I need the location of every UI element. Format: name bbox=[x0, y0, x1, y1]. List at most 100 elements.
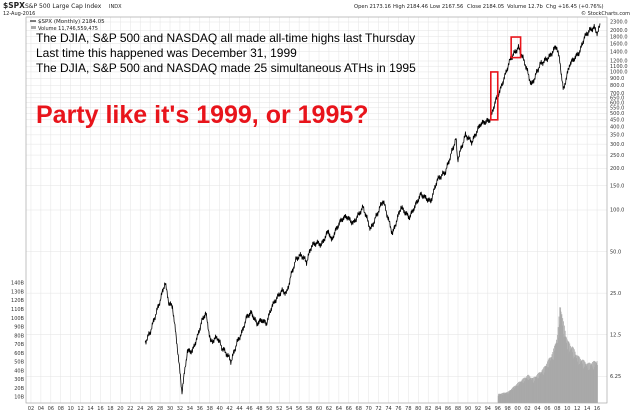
volume-bar bbox=[546, 366, 548, 403]
x-tick-label: 88 bbox=[455, 406, 461, 412]
volume-tick-label: 60B bbox=[14, 351, 24, 357]
x-tick-label: 72 bbox=[375, 406, 381, 412]
volume-bar bbox=[524, 379, 526, 403]
volume-bar bbox=[590, 364, 592, 403]
volume-bar bbox=[595, 362, 597, 403]
volume-bar bbox=[562, 333, 564, 403]
volume-bar bbox=[580, 358, 581, 403]
volume-bar bbox=[501, 393, 502, 403]
highlight-boxes bbox=[489, 36, 522, 121]
highlight-box-1995 bbox=[489, 71, 499, 121]
grid bbox=[26, 17, 607, 403]
volume-bar bbox=[572, 356, 574, 403]
y-tick-label: 600.0 bbox=[610, 100, 624, 106]
volume-bar bbox=[589, 367, 591, 403]
volume-bar bbox=[578, 363, 580, 403]
volume-bar bbox=[578, 356, 580, 403]
volume-bar bbox=[591, 363, 593, 403]
volume-bar bbox=[533, 377, 535, 403]
volume-bar bbox=[561, 316, 562, 403]
volume-bar bbox=[583, 359, 584, 403]
x-tick-label: 14 bbox=[87, 406, 93, 412]
y-tick-label: 450.0 bbox=[610, 118, 624, 124]
x-tick-label: 06 bbox=[48, 406, 54, 412]
volume-bar bbox=[568, 351, 570, 403]
volume-bar bbox=[551, 358, 552, 403]
volume-bar bbox=[576, 355, 578, 403]
y-tick-label: 1000.0 bbox=[610, 70, 628, 76]
volume-bar bbox=[516, 384, 518, 403]
volume-bar bbox=[575, 355, 577, 403]
volume-bar bbox=[594, 361, 596, 403]
low-value: Low 2167.56 bbox=[430, 4, 463, 10]
volume-bar bbox=[507, 393, 509, 403]
volume-bar bbox=[549, 363, 550, 403]
volume-bar bbox=[497, 395, 499, 403]
y-tick-label: 650.0 bbox=[610, 95, 624, 101]
volume-bar bbox=[568, 341, 570, 403]
volume-bar bbox=[506, 392, 508, 403]
x-tick-label: 90 bbox=[465, 406, 471, 412]
volume-bar bbox=[541, 372, 542, 403]
y-tick-label: 900.0 bbox=[610, 76, 624, 82]
volume-bar bbox=[536, 375, 538, 403]
volume-bar bbox=[521, 381, 523, 403]
volume-tick-label: 30B bbox=[14, 377, 24, 383]
annotation-line-2: Last time this happened was December 31,… bbox=[36, 46, 297, 60]
volume-bar bbox=[538, 372, 540, 403]
x-tick-label: 82 bbox=[425, 406, 431, 412]
volume-bar bbox=[559, 307, 561, 403]
volume-bar bbox=[574, 351, 576, 403]
volume-bar bbox=[514, 385, 516, 403]
volume-bar bbox=[567, 349, 569, 403]
volume-bar bbox=[579, 357, 581, 403]
volume-bar bbox=[539, 375, 540, 403]
volume-bar bbox=[522, 382, 523, 403]
volume-bar bbox=[525, 377, 527, 403]
volume-bar bbox=[529, 376, 531, 403]
volume-bar bbox=[543, 367, 545, 403]
volume-bar bbox=[517, 386, 519, 403]
x-tick-label: 26 bbox=[147, 406, 153, 412]
x-tick-label: 66 bbox=[346, 406, 352, 412]
volume-bar bbox=[572, 346, 574, 403]
annotation-line-3: The DJIA, S&P 500 and NASDAQ made 25 sim… bbox=[36, 61, 416, 75]
volume-bar bbox=[553, 356, 555, 403]
x-tick-label: 42 bbox=[226, 406, 232, 412]
volume-bar bbox=[525, 377, 526, 403]
volume-axis-labels: 140B 130B 120B 110B 100B 90B 80B 70B 60B 50B 40B 30… bbox=[11, 281, 25, 401]
volume-bar bbox=[524, 377, 526, 403]
volume-bar bbox=[518, 381, 520, 403]
volume-bar bbox=[519, 383, 521, 403]
volume-bar bbox=[511, 389, 513, 403]
x-tick-label: 20 bbox=[117, 406, 123, 412]
x-tick-label: 00 bbox=[514, 406, 520, 412]
y-tick-label: 1600.0 bbox=[610, 41, 628, 47]
y-tick-label: 1400.0 bbox=[610, 49, 628, 55]
change-value: Chg +16.45 (+0.76%) bbox=[546, 4, 604, 10]
volume-bar bbox=[544, 365, 546, 403]
volume-bar bbox=[528, 379, 530, 403]
volume-bar bbox=[505, 392, 506, 403]
volume-bar bbox=[538, 378, 540, 403]
volume-bar bbox=[508, 392, 510, 403]
volume-bar bbox=[556, 334, 558, 403]
x-axis-labels: 02 04 06 08 10 12 14 16 18 20 22 24 26 28 30 32 34 36 38 40… bbox=[28, 406, 600, 412]
volume-bar bbox=[537, 372, 539, 403]
volume-bar bbox=[587, 368, 588, 403]
volume-bar bbox=[542, 368, 544, 403]
volume-bar bbox=[595, 364, 596, 403]
volume-bar bbox=[570, 345, 571, 403]
x-tick-label: 96 bbox=[495, 406, 501, 412]
volume-bar bbox=[533, 380, 535, 403]
volume-bar bbox=[588, 369, 590, 403]
y-tick-label: 300.0 bbox=[610, 142, 624, 148]
volume-value: Volume 12.7b bbox=[507, 4, 543, 10]
volume-bar bbox=[535, 376, 537, 403]
x-tick-label: 62 bbox=[326, 406, 332, 412]
volume-bar bbox=[534, 376, 535, 403]
volume-bar bbox=[530, 377, 532, 403]
x-tick-label: 16 bbox=[97, 406, 103, 412]
x-tick-label: 52 bbox=[276, 406, 282, 412]
